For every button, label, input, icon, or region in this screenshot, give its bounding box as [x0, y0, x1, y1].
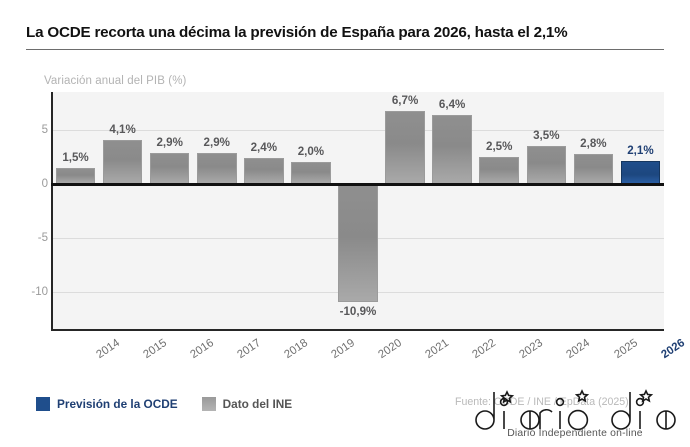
bar-value-label: -10,9% [339, 304, 377, 318]
x-axis-tick-label: 2021 [423, 337, 452, 362]
bar-group[interactable]: 2,0% [287, 92, 334, 330]
legend-label-actual: Dato del INE [222, 397, 293, 411]
chart-legend: Previsión de la OCDE Dato del INE [36, 397, 306, 411]
gridline [52, 129, 664, 131]
x-axis-tick-label: 2016 [188, 337, 216, 362]
bar-value-label: 4,1% [109, 122, 136, 136]
chart-bar[interactable] [432, 114, 472, 184]
bar-group[interactable]: -10,9% [334, 92, 381, 330]
bar-value-label: 2,9% [203, 135, 230, 149]
legend-swatch-forecast-icon [36, 397, 50, 411]
x-axis-tick-label: 2017 [235, 337, 263, 362]
bar-group[interactable]: 1,5% [52, 92, 99, 330]
y-axis-tick-label: 5 [41, 123, 48, 136]
bar-value-label: 2,0% [297, 145, 325, 159]
chart-bar[interactable] [102, 139, 143, 184]
legend-item-forecast[interactable]: Previsión de la OCDE [36, 397, 178, 411]
legend-swatch-actual-icon [201, 397, 216, 411]
x-axis-tick-label: 2014 [93, 337, 122, 362]
source-note: Fuente: OCDE / INE / EpData (2025) [455, 396, 629, 408]
bar-value-label: 6,4% [438, 97, 466, 111]
x-axis-tick-label: 2015 [141, 337, 169, 362]
bar-group[interactable]: 2,8% [570, 92, 617, 330]
chart-bar[interactable] [149, 152, 190, 184]
chart-bar[interactable] [620, 161, 661, 184]
y-axis-ticks: 5 0 -5 -10 [8, 92, 48, 330]
bar-value-label: 2,5% [486, 139, 513, 153]
chart-bar[interactable] [291, 162, 331, 184]
y-axis-tick-label: 0 [41, 177, 48, 190]
chart-bar[interactable] [244, 157, 284, 184]
bar-group[interactable]: 2,9% [193, 92, 240, 330]
y-axis-tick-label: -10 [31, 286, 48, 299]
bar-value-label: 6,7% [391, 94, 419, 108]
bar-value-label: 3,5% [533, 129, 560, 143]
bar-group[interactable]: 2,9% [146, 92, 193, 330]
x-axis-line [51, 329, 664, 331]
bar-group[interactable]: 6,7% [382, 92, 429, 330]
bar-group[interactable]: 6,4% [429, 92, 476, 330]
title-divider [26, 49, 664, 50]
chart-bar[interactable] [196, 152, 237, 184]
x-axis-tick-label: 2023 [517, 337, 546, 362]
watermark-brand-icon [475, 389, 676, 431]
legend-item-actual[interactable]: Dato del INE [201, 397, 293, 411]
x-axis-tick-label: 2022 [470, 337, 499, 362]
bar-value-label: 2,1% [627, 144, 654, 158]
zero-baseline [51, 182, 664, 186]
watermark-tagline: Diario Independiente on-line [507, 428, 643, 439]
chart-subtitle: Variación anual del PIB (%) [44, 75, 187, 87]
bar-value-label: 2,9% [156, 135, 183, 149]
chart-bar[interactable] [385, 111, 425, 184]
x-axis-tick-label: 2026 [658, 337, 687, 362]
chart-bar[interactable] [338, 183, 378, 302]
chart-bar[interactable] [55, 167, 96, 184]
bar-group[interactable]: 2,5% [476, 92, 523, 330]
watermark-logo: Diario Independiente on-line [460, 386, 690, 446]
x-axis-tick-label: 2024 [564, 337, 593, 362]
legend-label-forecast: Previsión de la OCDE [57, 397, 178, 411]
bar-group[interactable]: 2,4% [240, 92, 287, 330]
x-axis-tick-label: 2020 [376, 337, 405, 362]
bar-group[interactable]: 4,1% [99, 92, 146, 330]
page-title: La OCDE recorta una décima la previsión … [26, 24, 568, 41]
bar-value-label: 2,8% [580, 136, 607, 150]
bar-value-label: 2,4% [250, 140, 278, 154]
y-axis-line [51, 92, 53, 331]
chart-plot-area: 1,5% 4,1% 2,9% 2,9% 2,4% 2,0% -10,9% 6,7% 6,4% 2,… [52, 92, 664, 330]
bar-group[interactable]: 2,1% [617, 92, 664, 330]
chart-bar[interactable] [479, 156, 519, 184]
y-axis-tick-label: -5 [37, 232, 48, 245]
x-axis-tick-label: 2019 [329, 337, 358, 362]
bar-value-label: 1,5% [62, 150, 89, 164]
x-axis-tick-label: 2025 [611, 337, 640, 362]
bar-group[interactable]: 3,5% [523, 92, 570, 330]
chart-bar[interactable] [573, 153, 614, 184]
x-axis-labels: 2014 2015 2016 2017 2018 2019 2020 2021 2022 2023… [52, 333, 687, 381]
x-axis-tick-label: 2018 [282, 337, 311, 362]
chart-bar[interactable] [526, 146, 567, 184]
